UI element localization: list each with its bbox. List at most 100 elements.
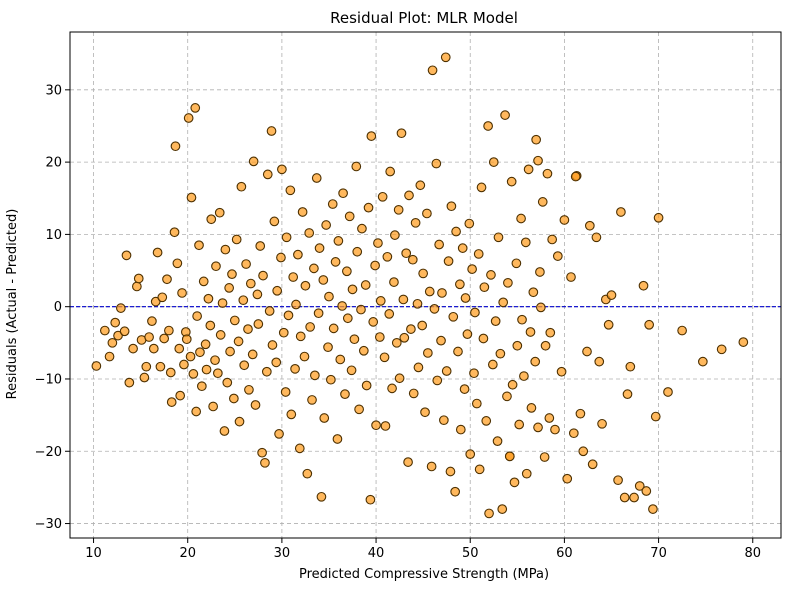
x-tick-label: 50 (462, 546, 479, 561)
scatter-point (443, 256, 454, 267)
scatter-point (497, 504, 508, 514)
scatter-point (290, 364, 300, 374)
scatter-point (238, 295, 249, 306)
scatter-point (344, 211, 355, 222)
scatter-point (295, 331, 306, 342)
scatter-point (299, 351, 310, 362)
scatter-point (177, 288, 187, 298)
scatter-point (511, 258, 522, 269)
scatter-point (556, 366, 567, 377)
scatter-point (545, 327, 556, 338)
y-tick-label: −10 (35, 372, 62, 387)
scatter-point (310, 370, 320, 381)
scatter-point (422, 208, 432, 219)
scatter-point (426, 461, 437, 472)
scatter-point (342, 266, 352, 277)
scatter-point (648, 504, 658, 514)
scatter-point (404, 190, 414, 201)
scatter-point (407, 254, 418, 265)
scatter-point (535, 267, 545, 277)
scatter-point (253, 319, 264, 329)
scatter-point (478, 333, 489, 344)
scatter-point (188, 369, 199, 379)
x-tick-label: 60 (556, 546, 573, 561)
scatter-point (365, 494, 376, 505)
scatter-point (113, 330, 123, 341)
scatter-point (152, 247, 163, 258)
scatter-point (244, 384, 254, 395)
scatter-point (448, 311, 459, 322)
scatter-point (257, 447, 267, 458)
scatter-point (514, 419, 525, 430)
scatter-point (531, 134, 542, 145)
scatter-point (229, 393, 239, 404)
scatter-point (316, 491, 327, 502)
scatter-point (474, 464, 485, 475)
scatter-point (391, 337, 402, 348)
scatter-point (495, 348, 506, 359)
scatter-point (155, 361, 166, 372)
scatter-point (166, 397, 177, 407)
scatter-point (236, 181, 247, 192)
scatter-point (484, 508, 494, 519)
scatter-point (451, 226, 461, 237)
scatter-point (476, 182, 487, 193)
scatter-point (389, 277, 399, 287)
scatter-point (267, 340, 278, 350)
scatter-point (629, 492, 639, 503)
scatter-point (490, 316, 501, 326)
scatter-point (124, 377, 135, 388)
scatter-point (488, 157, 499, 167)
scatter-point (128, 343, 138, 354)
scatter-point (233, 336, 244, 347)
scatter-point (502, 391, 512, 402)
y-tick-label: 30 (45, 83, 62, 98)
scatter-point (584, 220, 595, 231)
scatter-point (616, 207, 626, 217)
scatter-point (429, 304, 440, 314)
scatter-point (570, 171, 581, 182)
scatter-point (371, 420, 381, 431)
scatter-point (533, 422, 543, 433)
scatter-point (208, 401, 218, 412)
scatter-point (247, 349, 258, 360)
scatter-point (248, 156, 259, 167)
scatter-point (493, 232, 504, 243)
scatter-point (413, 362, 424, 373)
scatter-point (346, 365, 357, 376)
scatter-point (417, 320, 428, 331)
scatter-point (467, 264, 477, 274)
scatter-point (309, 263, 319, 274)
scatter-point (285, 185, 296, 196)
scatter-point (224, 283, 234, 293)
scatter-point (379, 352, 390, 363)
scatter-point (393, 204, 404, 215)
scatter-point (205, 320, 216, 331)
scatter-point (424, 286, 435, 297)
scatter-point (139, 372, 150, 383)
scatter-point (357, 223, 367, 234)
scatter-point (441, 366, 452, 376)
scatter-point (582, 346, 592, 357)
scatter-point (174, 343, 185, 354)
scatter-point (370, 260, 380, 271)
scatter-point (399, 332, 410, 343)
scatter-point (252, 289, 263, 300)
scatter-point (340, 389, 350, 400)
scatter-point (509, 477, 520, 488)
scatter-point (394, 373, 405, 384)
scatter-point (525, 327, 536, 337)
scatter-point (479, 282, 490, 293)
scatter-point (481, 416, 492, 426)
scatter-point (356, 304, 366, 315)
scatter-point (165, 367, 176, 378)
scatter-point (677, 325, 687, 336)
scatter-point (210, 355, 220, 366)
scatter-point (487, 359, 498, 370)
scatter-point (133, 273, 144, 284)
scatter-point (215, 330, 226, 340)
scatter-point (274, 429, 284, 439)
scatter-point (436, 335, 446, 346)
scatter-point (99, 325, 110, 336)
scatter-point (286, 409, 297, 420)
